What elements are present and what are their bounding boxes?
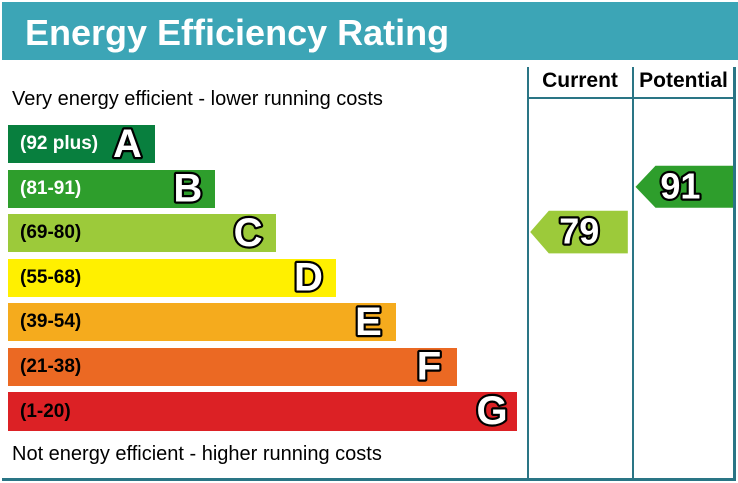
svg-text:C: C bbox=[234, 211, 263, 255]
svg-text:91: 91 bbox=[660, 166, 700, 207]
svg-text:A: A bbox=[113, 122, 142, 166]
svg-text:E: E bbox=[355, 300, 382, 344]
svg-text:B: B bbox=[173, 167, 202, 211]
svg-text:F: F bbox=[417, 345, 441, 389]
svg-text:G: G bbox=[476, 389, 507, 433]
svg-text:79: 79 bbox=[559, 211, 599, 252]
svg-text:D: D bbox=[294, 256, 323, 300]
